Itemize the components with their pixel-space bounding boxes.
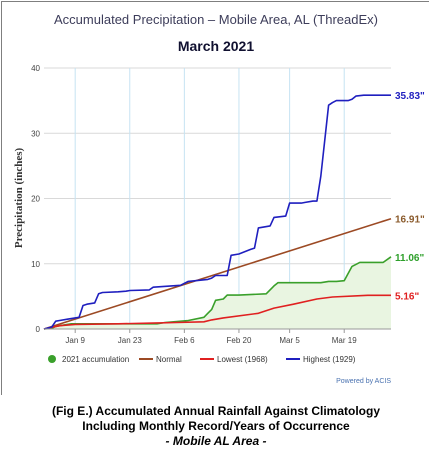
series-line-lowest-1968 xyxy=(43,294,391,330)
y-tick-label: 30 xyxy=(31,129,40,138)
chart-title: Accumulated Precipitation – Mobile Area,… xyxy=(54,12,378,27)
chart: Accumulated Precipitation – Mobile Area,… xyxy=(2,2,430,396)
caption-line-3: - Mobile AL Area - xyxy=(165,434,267,448)
series-line-normal xyxy=(43,217,392,330)
series-end-label: 11.06" xyxy=(395,253,424,264)
series-area-0 xyxy=(44,256,391,329)
caption-line-2: Including Monthly Record/Years of Occurr… xyxy=(82,419,350,433)
series-line-highest-1929 xyxy=(43,94,391,330)
y-tick-label: 0 xyxy=(36,325,41,334)
caption-line-1: (Fig E.) Accumulated Annual Rainfall Aga… xyxy=(51,404,381,418)
y-tick-label: 40 xyxy=(31,64,40,73)
x-tick-label: Feb 6 xyxy=(174,336,195,345)
legend-label[interactable]: 2021 accumulation xyxy=(62,355,129,364)
chart-subtitle: March 2021 xyxy=(178,38,254,54)
series-end-label: 5.16" xyxy=(395,291,419,302)
series-end-label: 16.91" xyxy=(395,215,425,226)
x-tick-label: Jan 23 xyxy=(118,336,143,345)
legend-label[interactable]: Lowest (1968) xyxy=(217,355,268,364)
legend-label[interactable]: Highest (1929) xyxy=(303,355,356,364)
x-tick-label: Mar 5 xyxy=(279,336,300,345)
chart-frame: Accumulated Precipitation – Mobile Area,… xyxy=(1,1,430,396)
x-tick-label: Feb 20 xyxy=(226,336,251,345)
x-tick-label: Mar 19 xyxy=(332,336,357,345)
y-axis-label: Precipitation (inches) xyxy=(13,148,25,249)
y-tick-label: 20 xyxy=(31,195,40,204)
series-end-label: 35.83" xyxy=(395,91,425,102)
x-tick-label: Jan 9 xyxy=(65,336,85,345)
y-tick-label: 10 xyxy=(31,260,40,269)
credit-text: Powered by ACIS xyxy=(336,378,391,385)
legend-symbol xyxy=(48,355,56,363)
legend-label[interactable]: Normal xyxy=(156,355,182,364)
